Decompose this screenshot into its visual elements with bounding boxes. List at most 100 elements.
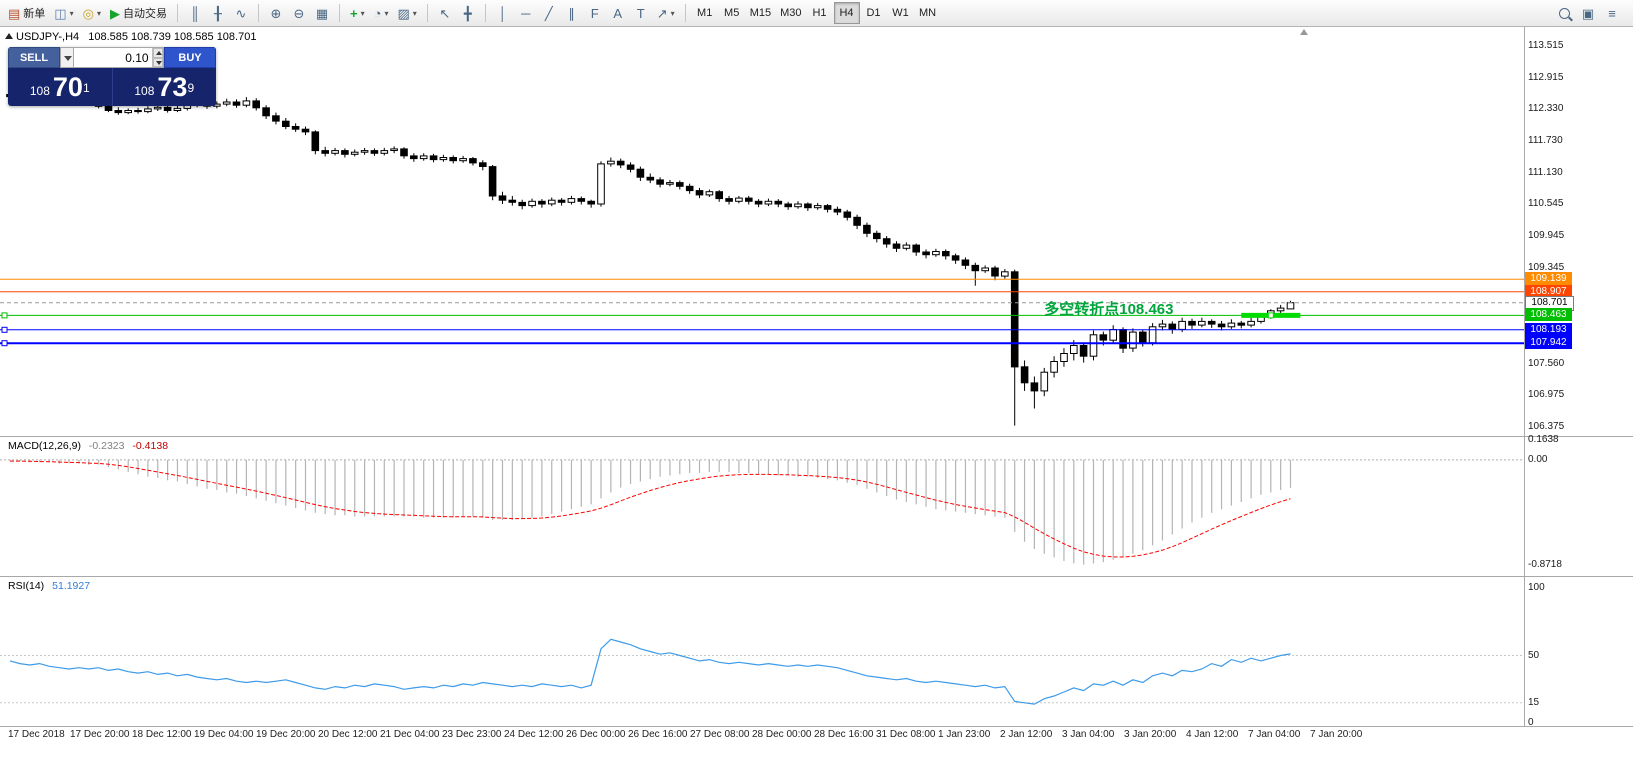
toolbar: ▤ 新单 ◫ ▾ ◎ ▾ ▶ 自动交易 ║ ╂ ∿ ⊕ ⊖ ▦ + ▾ ◔ ▾ ▨ ▾ ↖ ╋ │ ─ ╱ ∥ F A T ↗ ▾ M1 M5 M…: [0, 0, 1633, 27]
new-order-icon: ▤: [8, 5, 21, 21]
text-button[interactable]: A: [607, 2, 629, 24]
macd-panel[interactable]: [0, 437, 1524, 571]
turning-point-annotation[interactable]: 多空转折点108.463: [1044, 301, 1174, 319]
macd-histogram: [9, 459, 1292, 565]
macd-signal-line: [10, 460, 1291, 558]
timeframe-m30-button[interactable]: M30: [776, 2, 805, 24]
fibonacci-button[interactable]: F: [584, 2, 606, 24]
text-icon: A: [613, 5, 623, 21]
chart-ohlc-readout: 108.585 108.739 108.585 108.701: [88, 31, 257, 43]
autoscroll-marker-icon[interactable]: [1300, 29, 1308, 35]
macd-signal-value: -0.4138: [132, 440, 169, 452]
profiles-dropdown-icon[interactable]: ▾: [96, 8, 101, 18]
templates-dropdown-icon[interactable]: ▾: [412, 8, 417, 18]
indicators-button[interactable]: + ▾: [346, 2, 369, 24]
rsi-value: 51.1927: [52, 580, 91, 592]
time-axis-label: 2 Jan 12:00: [1000, 729, 1053, 740]
time-axis-label: 31 Dec 08:00: [876, 729, 936, 740]
rsi-name: RSI(14): [8, 580, 45, 592]
tile-windows-button[interactable]: ▦: [311, 2, 333, 24]
time-axis-label: 17 Dec 20:00: [70, 729, 130, 740]
volume-down-button[interactable]: [152, 57, 163, 67]
horizontal-line-button[interactable]: ─: [515, 2, 537, 24]
timeframe-mn-button[interactable]: MN: [915, 2, 941, 24]
time-axis-label: 20 Dec 12:00: [318, 729, 378, 740]
horizontal-line-icon: ─: [521, 5, 531, 21]
price-axis-label: 112.915: [1528, 71, 1564, 83]
volume-up-button[interactable]: [152, 48, 163, 58]
segment-handle[interactable]: [1267, 312, 1274, 319]
price-chart[interactable]: [0, 40, 1524, 432]
profiles-icon: ◎: [82, 5, 94, 21]
time-axis-label: 7 Jan 04:00: [1248, 729, 1301, 740]
cursor-button[interactable]: ↖: [434, 2, 456, 24]
label-button[interactable]: T: [630, 2, 652, 24]
templates-icon: ▨: [397, 5, 410, 21]
timeframe-m5-button[interactable]: M5: [719, 2, 745, 24]
timeframe-h4-button[interactable]: H4: [833, 2, 860, 24]
price-axis-label: 111.730: [1528, 134, 1563, 146]
channel-button[interactable]: ∥: [561, 2, 583, 24]
vertical-line-button[interactable]: │: [492, 2, 514, 24]
new-chart-dropdown-icon[interactable]: ▾: [69, 8, 74, 18]
navigator-button[interactable]: ≡: [1601, 2, 1623, 24]
trendline-button[interactable]: ╱: [538, 2, 560, 24]
time-axis-label: 26 Dec 16:00: [628, 729, 688, 740]
price-line-label: 108.907: [1525, 284, 1572, 298]
sell-price[interactable]: 108 70 1: [8, 68, 113, 106]
panel-separator[interactable]: [0, 436, 1633, 437]
buy-button[interactable]: BUY: [164, 47, 216, 68]
timeframe-h1-button[interactable]: H1: [807, 2, 833, 24]
zoom-in-icon: ⊕: [270, 5, 282, 21]
time-axis-label: 19 Dec 20:00: [256, 729, 316, 740]
zoom-out-button[interactable]: ⊖: [288, 2, 310, 24]
tile-windows-icon: ▦: [315, 5, 329, 21]
line-chart-button[interactable]: ∿: [230, 2, 252, 24]
price-axis-label: 109.945: [1528, 230, 1565, 242]
timeframe-m15-button[interactable]: M15: [746, 2, 775, 24]
channel-icon: ∥: [568, 5, 576, 21]
periods-button[interactable]: ◔ ▾: [370, 2, 393, 24]
panel-separator[interactable]: [0, 576, 1633, 577]
zoom-in-button[interactable]: ⊕: [265, 2, 287, 24]
volume-input[interactable]: [74, 48, 152, 67]
search-button[interactable]: [1553, 2, 1575, 24]
one-click-panel-toggle-icon[interactable]: [5, 33, 13, 39]
macd-axis-label: 0.1638: [1528, 434, 1559, 446]
candlestick-chart-button[interactable]: ╂: [207, 2, 229, 24]
new-chart-button[interactable]: ◫ ▾: [50, 2, 77, 24]
sell-button[interactable]: SELL: [8, 47, 60, 68]
arrows-dropdown-icon[interactable]: ▾: [670, 8, 675, 18]
zoom-out-icon: ⊖: [293, 5, 305, 21]
price-axis-label: 112.330: [1528, 102, 1564, 114]
timeframe-d1-button[interactable]: D1: [861, 2, 887, 24]
rsi-line: [9, 638, 1291, 705]
buy-price-big: 73: [157, 71, 188, 102]
indicators-dropdown-icon[interactable]: ▾: [360, 8, 365, 18]
arrows-icon: ↗: [656, 5, 668, 21]
time-axis-label: 21 Dec 04:00: [380, 729, 440, 740]
profiles-button[interactable]: ◎ ▾: [79, 2, 105, 24]
macd-axis-label: 0.00: [1528, 453, 1548, 465]
price-line-label: 109.139: [1525, 272, 1572, 286]
periods-dropdown-icon[interactable]: ▾: [384, 8, 389, 18]
rsi-axis-label: 50: [1528, 649, 1540, 661]
timeframe-w1-button[interactable]: W1: [888, 2, 914, 24]
new-order-button[interactable]: ▤ 新单: [4, 2, 49, 24]
data-window-button[interactable]: ▣: [1577, 2, 1599, 24]
rsi-panel[interactable]: [0, 578, 1524, 726]
hlines-layer[interactable]: [0, 278, 1524, 347]
time-axis-label: 17 Dec 2018: [8, 729, 65, 740]
rsi-title: RSI(14) 51.1927: [8, 580, 95, 592]
bar-chart-button[interactable]: ║: [184, 2, 206, 24]
time-axis-label: 24 Dec 12:00: [504, 729, 564, 740]
rsi-axis-label: 15: [1528, 696, 1540, 708]
arrows-button[interactable]: ↗ ▾: [653, 2, 679, 24]
templates-button[interactable]: ▨ ▾: [393, 2, 420, 24]
buy-price[interactable]: 108 73 9: [112, 68, 216, 106]
order-options-dropdown[interactable]: [60, 47, 74, 68]
timeframe-m1-button[interactable]: M1: [692, 2, 718, 24]
price-axis-label: 111.130: [1528, 166, 1563, 178]
auto-trading-button[interactable]: ▶ 自动交易: [106, 2, 171, 24]
crosshair-button[interactable]: ╋: [457, 2, 479, 24]
